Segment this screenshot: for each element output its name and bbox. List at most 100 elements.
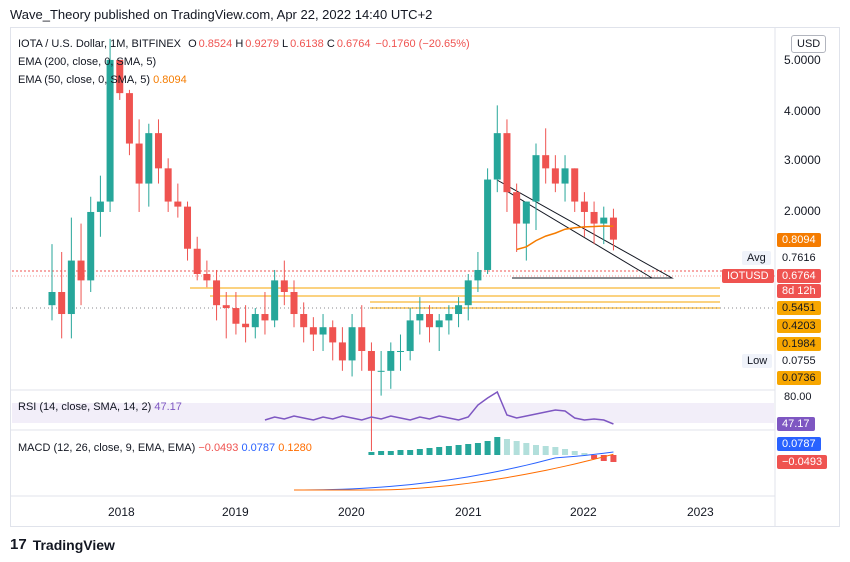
candle-body bbox=[309, 327, 317, 335]
candle-body bbox=[464, 280, 472, 306]
low-label: L bbox=[282, 38, 289, 50]
candle-body bbox=[154, 133, 162, 169]
candlestick-series bbox=[48, 38, 617, 451]
open-label: O bbox=[188, 38, 197, 50]
tradingview-logo-icon: 17 bbox=[10, 536, 27, 553]
macd-bar bbox=[484, 441, 491, 455]
close-label: C bbox=[326, 38, 335, 50]
candle-body bbox=[261, 314, 269, 321]
macd-bar bbox=[474, 443, 481, 455]
candle-body bbox=[522, 201, 530, 224]
candle-body bbox=[513, 192, 521, 224]
macd-bar bbox=[513, 441, 520, 455]
candle-body bbox=[542, 155, 550, 169]
candle-body bbox=[532, 155, 540, 202]
publisher-line: Wave_Theory published on TradingView.com… bbox=[10, 7, 433, 22]
candle-body bbox=[561, 168, 569, 184]
macd-bar bbox=[426, 448, 433, 455]
candle-body bbox=[590, 211, 598, 224]
candle-body bbox=[474, 269, 482, 281]
candle-body bbox=[387, 351, 395, 371]
candle-body bbox=[493, 133, 501, 180]
macd-bar bbox=[416, 449, 423, 455]
candle-body bbox=[48, 292, 56, 306]
candle-body bbox=[164, 168, 172, 202]
candle-body bbox=[358, 327, 366, 352]
legend-macd[interactable]: MACD (12, 26, close, 9, EMA, EMA) −0.049… bbox=[18, 442, 312, 454]
candle-body bbox=[290, 292, 298, 315]
candle-body bbox=[232, 308, 240, 324]
macd-value: 0.0787 bbox=[241, 442, 276, 454]
candle-body bbox=[77, 260, 85, 281]
price-tick-5: 5.0000 bbox=[784, 53, 821, 67]
macd-price-tag: 0.0787 bbox=[777, 437, 821, 451]
footer[interactable]: 17 TradingView bbox=[10, 536, 115, 553]
candle-body bbox=[96, 201, 104, 212]
macd-hist-tag: −0.0493 bbox=[777, 455, 828, 469]
candle-body bbox=[406, 320, 414, 352]
macd-bar bbox=[562, 449, 569, 455]
candle-body bbox=[222, 305, 230, 309]
rsi-value: 47.17 bbox=[154, 401, 182, 413]
candle-body bbox=[213, 280, 221, 306]
currency-button[interactable]: USD bbox=[791, 35, 827, 53]
candle-body bbox=[348, 327, 356, 361]
candle-body bbox=[416, 314, 424, 321]
candle-body bbox=[125, 93, 133, 144]
candle-body bbox=[435, 320, 443, 328]
legend-ema200[interactable]: EMA (200, close, 0, SMA, 5) bbox=[18, 56, 156, 68]
triangle-drawing[interactable] bbox=[496, 179, 674, 279]
candle-body bbox=[426, 314, 434, 328]
time-tick-2022: 2022 bbox=[570, 505, 597, 519]
candle-body bbox=[455, 305, 463, 315]
candle-body bbox=[329, 327, 337, 343]
macd-bar bbox=[523, 443, 530, 455]
price-tick-3: 3.0000 bbox=[784, 153, 821, 167]
candle-body bbox=[193, 248, 201, 275]
time-tick-2019: 2019 bbox=[222, 505, 249, 519]
candle-body bbox=[600, 217, 608, 224]
macd-bar bbox=[407, 450, 414, 455]
low-label-tag: Low bbox=[742, 354, 773, 368]
symbol-name[interactable]: IOTA / U.S. Dollar, 1M, BITFINEX bbox=[18, 38, 181, 50]
rsi-line bbox=[264, 390, 614, 425]
tradingview-brand: TradingView bbox=[32, 536, 115, 553]
legend-rsi[interactable]: RSI (14, close, SMA, 14, 2) 47.17 bbox=[18, 401, 182, 413]
macd-bar bbox=[494, 437, 501, 455]
candle-body bbox=[551, 168, 559, 184]
close-value: 0.6764 bbox=[336, 38, 371, 50]
macd-bar bbox=[465, 444, 472, 455]
level-tag-4: 0.0736 bbox=[777, 371, 821, 385]
macd-hist-value: −0.0493 bbox=[198, 442, 239, 454]
high-label: H bbox=[235, 38, 244, 50]
low-price-tag: 0.0755 bbox=[777, 354, 821, 368]
candle-body bbox=[319, 327, 327, 335]
candle-body bbox=[280, 280, 288, 292]
candle-body bbox=[203, 274, 211, 281]
macd-bar bbox=[571, 451, 578, 455]
chart-frame[interactable] bbox=[10, 27, 840, 527]
candle-body bbox=[242, 323, 250, 328]
legend-ema50[interactable]: EMA (50, close, 0, SMA, 5) 0.8094 bbox=[18, 74, 187, 86]
macd-histogram bbox=[368, 437, 617, 462]
candle-body bbox=[184, 206, 192, 249]
ema50-price-tag: 0.8094 bbox=[777, 233, 821, 247]
symbol-tag: IOTUSD bbox=[722, 269, 774, 283]
candle-body bbox=[145, 133, 153, 184]
macd-bar bbox=[542, 446, 549, 455]
price-tick-4: 4.0000 bbox=[784, 104, 821, 118]
ema200-label: EMA (200, close, 0, SMA, 5) bbox=[18, 56, 157, 68]
countdown-tag: 8d 12h bbox=[777, 284, 821, 298]
ema50-value: 0.8094 bbox=[153, 74, 187, 86]
rsi-level-80: 80.00 bbox=[784, 391, 812, 403]
candle-body bbox=[300, 314, 308, 328]
macd-bar bbox=[552, 447, 559, 455]
level-tag-1: 0.5451 bbox=[777, 301, 821, 315]
signal-value: 0.1280 bbox=[278, 442, 312, 454]
macd-bar bbox=[455, 445, 462, 455]
candle-body bbox=[609, 217, 617, 240]
open-value: 0.8524 bbox=[198, 38, 233, 50]
time-tick-2021: 2021 bbox=[455, 505, 482, 519]
macd-bar bbox=[445, 446, 452, 455]
